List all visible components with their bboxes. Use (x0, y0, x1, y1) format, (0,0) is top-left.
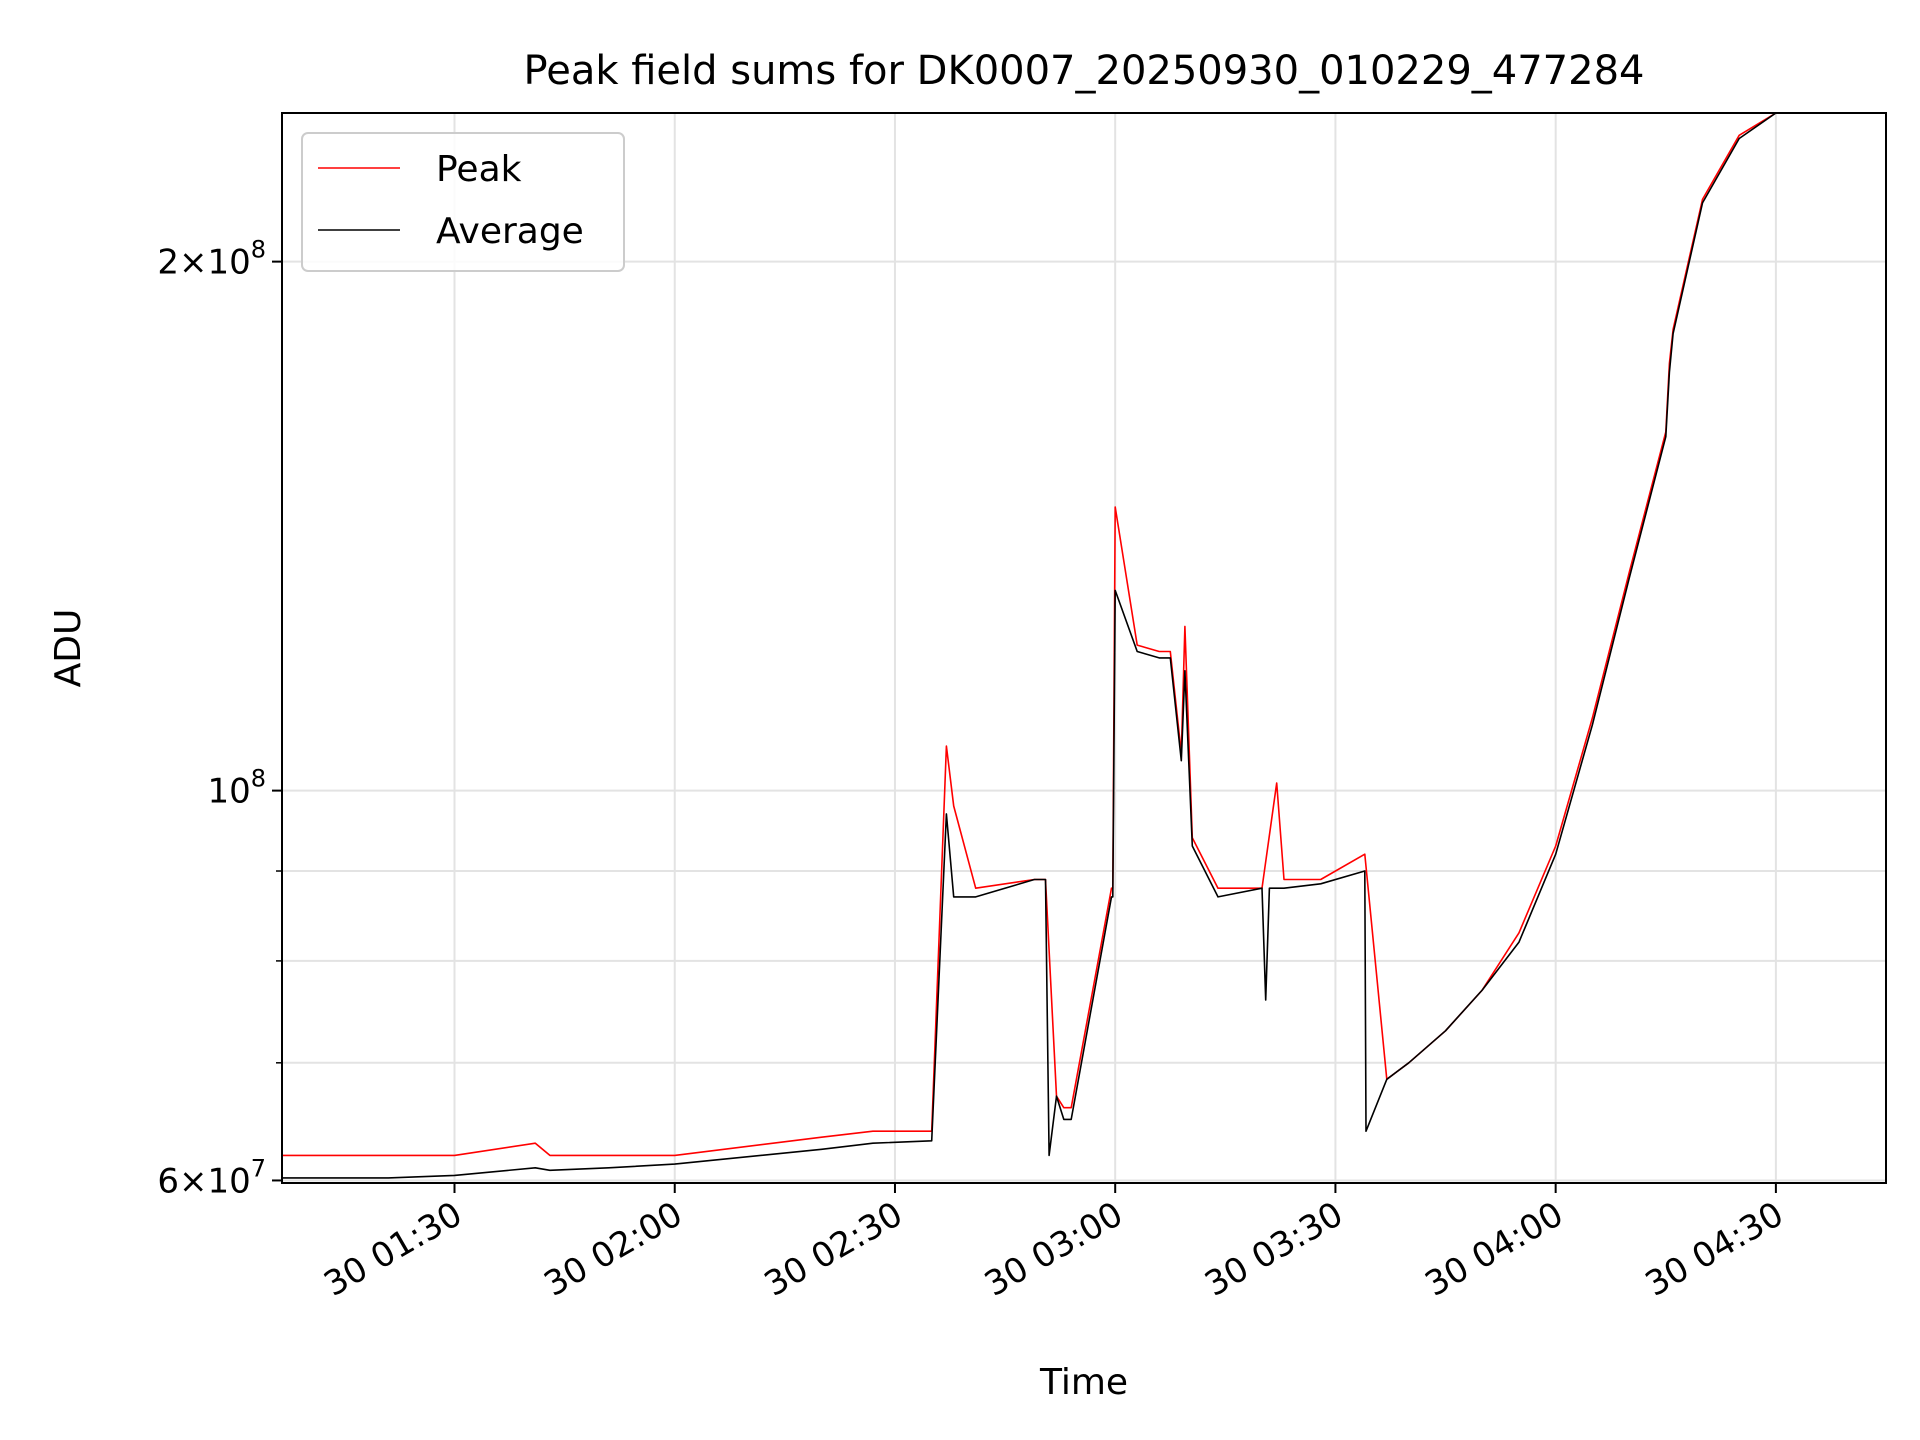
y-tick-label: 108 (207, 765, 266, 812)
y-tick-label: 2×108 (157, 236, 266, 283)
plot-area (282, 112, 1886, 1179)
legend: Peak Average (301, 132, 625, 272)
legend-label-average: Average (436, 211, 584, 252)
axes-frame (281, 112, 1887, 1184)
legend-label-peak: Peak (436, 149, 522, 190)
x-axis-label: Time (1039, 1362, 1128, 1403)
grid (282, 113, 1886, 1183)
y-axis: 6×107 108 2×108 (157, 236, 282, 1201)
y-axis-label: ADU (48, 609, 89, 688)
y-tick-label: 6×107 (157, 1154, 266, 1201)
chart-title: Peak field sums for DK0007_20250930_0102… (524, 48, 1645, 94)
series-line-average (282, 112, 1886, 1179)
